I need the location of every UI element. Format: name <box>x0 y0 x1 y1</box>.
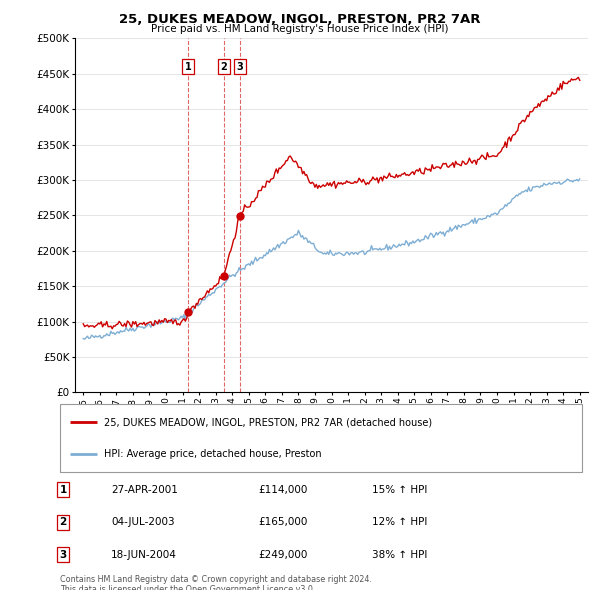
Text: 3: 3 <box>236 62 243 71</box>
Text: 12% ↑ HPI: 12% ↑ HPI <box>372 517 427 527</box>
Text: 25, DUKES MEADOW, INGOL, PRESTON, PR2 7AR (detached house): 25, DUKES MEADOW, INGOL, PRESTON, PR2 7A… <box>104 418 433 428</box>
Text: £165,000: £165,000 <box>258 517 307 527</box>
Text: 04-JUL-2003: 04-JUL-2003 <box>111 517 175 527</box>
Text: 1: 1 <box>184 62 191 71</box>
Text: HPI: Average price, detached house, Preston: HPI: Average price, detached house, Pres… <box>104 448 322 458</box>
Text: 27-APR-2001: 27-APR-2001 <box>111 485 178 494</box>
Text: Contains HM Land Registry data © Crown copyright and database right 2024.
This d: Contains HM Land Registry data © Crown c… <box>60 575 372 590</box>
Text: Price paid vs. HM Land Registry's House Price Index (HPI): Price paid vs. HM Land Registry's House … <box>151 24 449 34</box>
Text: 15% ↑ HPI: 15% ↑ HPI <box>372 485 427 494</box>
Text: 3: 3 <box>59 550 67 559</box>
Text: 2: 2 <box>59 517 67 527</box>
Text: 38% ↑ HPI: 38% ↑ HPI <box>372 550 427 559</box>
FancyBboxPatch shape <box>60 404 582 472</box>
Text: 18-JUN-2004: 18-JUN-2004 <box>111 550 177 559</box>
Text: £114,000: £114,000 <box>258 485 307 494</box>
Text: £249,000: £249,000 <box>258 550 307 559</box>
Text: 25, DUKES MEADOW, INGOL, PRESTON, PR2 7AR: 25, DUKES MEADOW, INGOL, PRESTON, PR2 7A… <box>119 13 481 26</box>
Text: 1: 1 <box>59 485 67 494</box>
Text: 2: 2 <box>221 62 227 71</box>
